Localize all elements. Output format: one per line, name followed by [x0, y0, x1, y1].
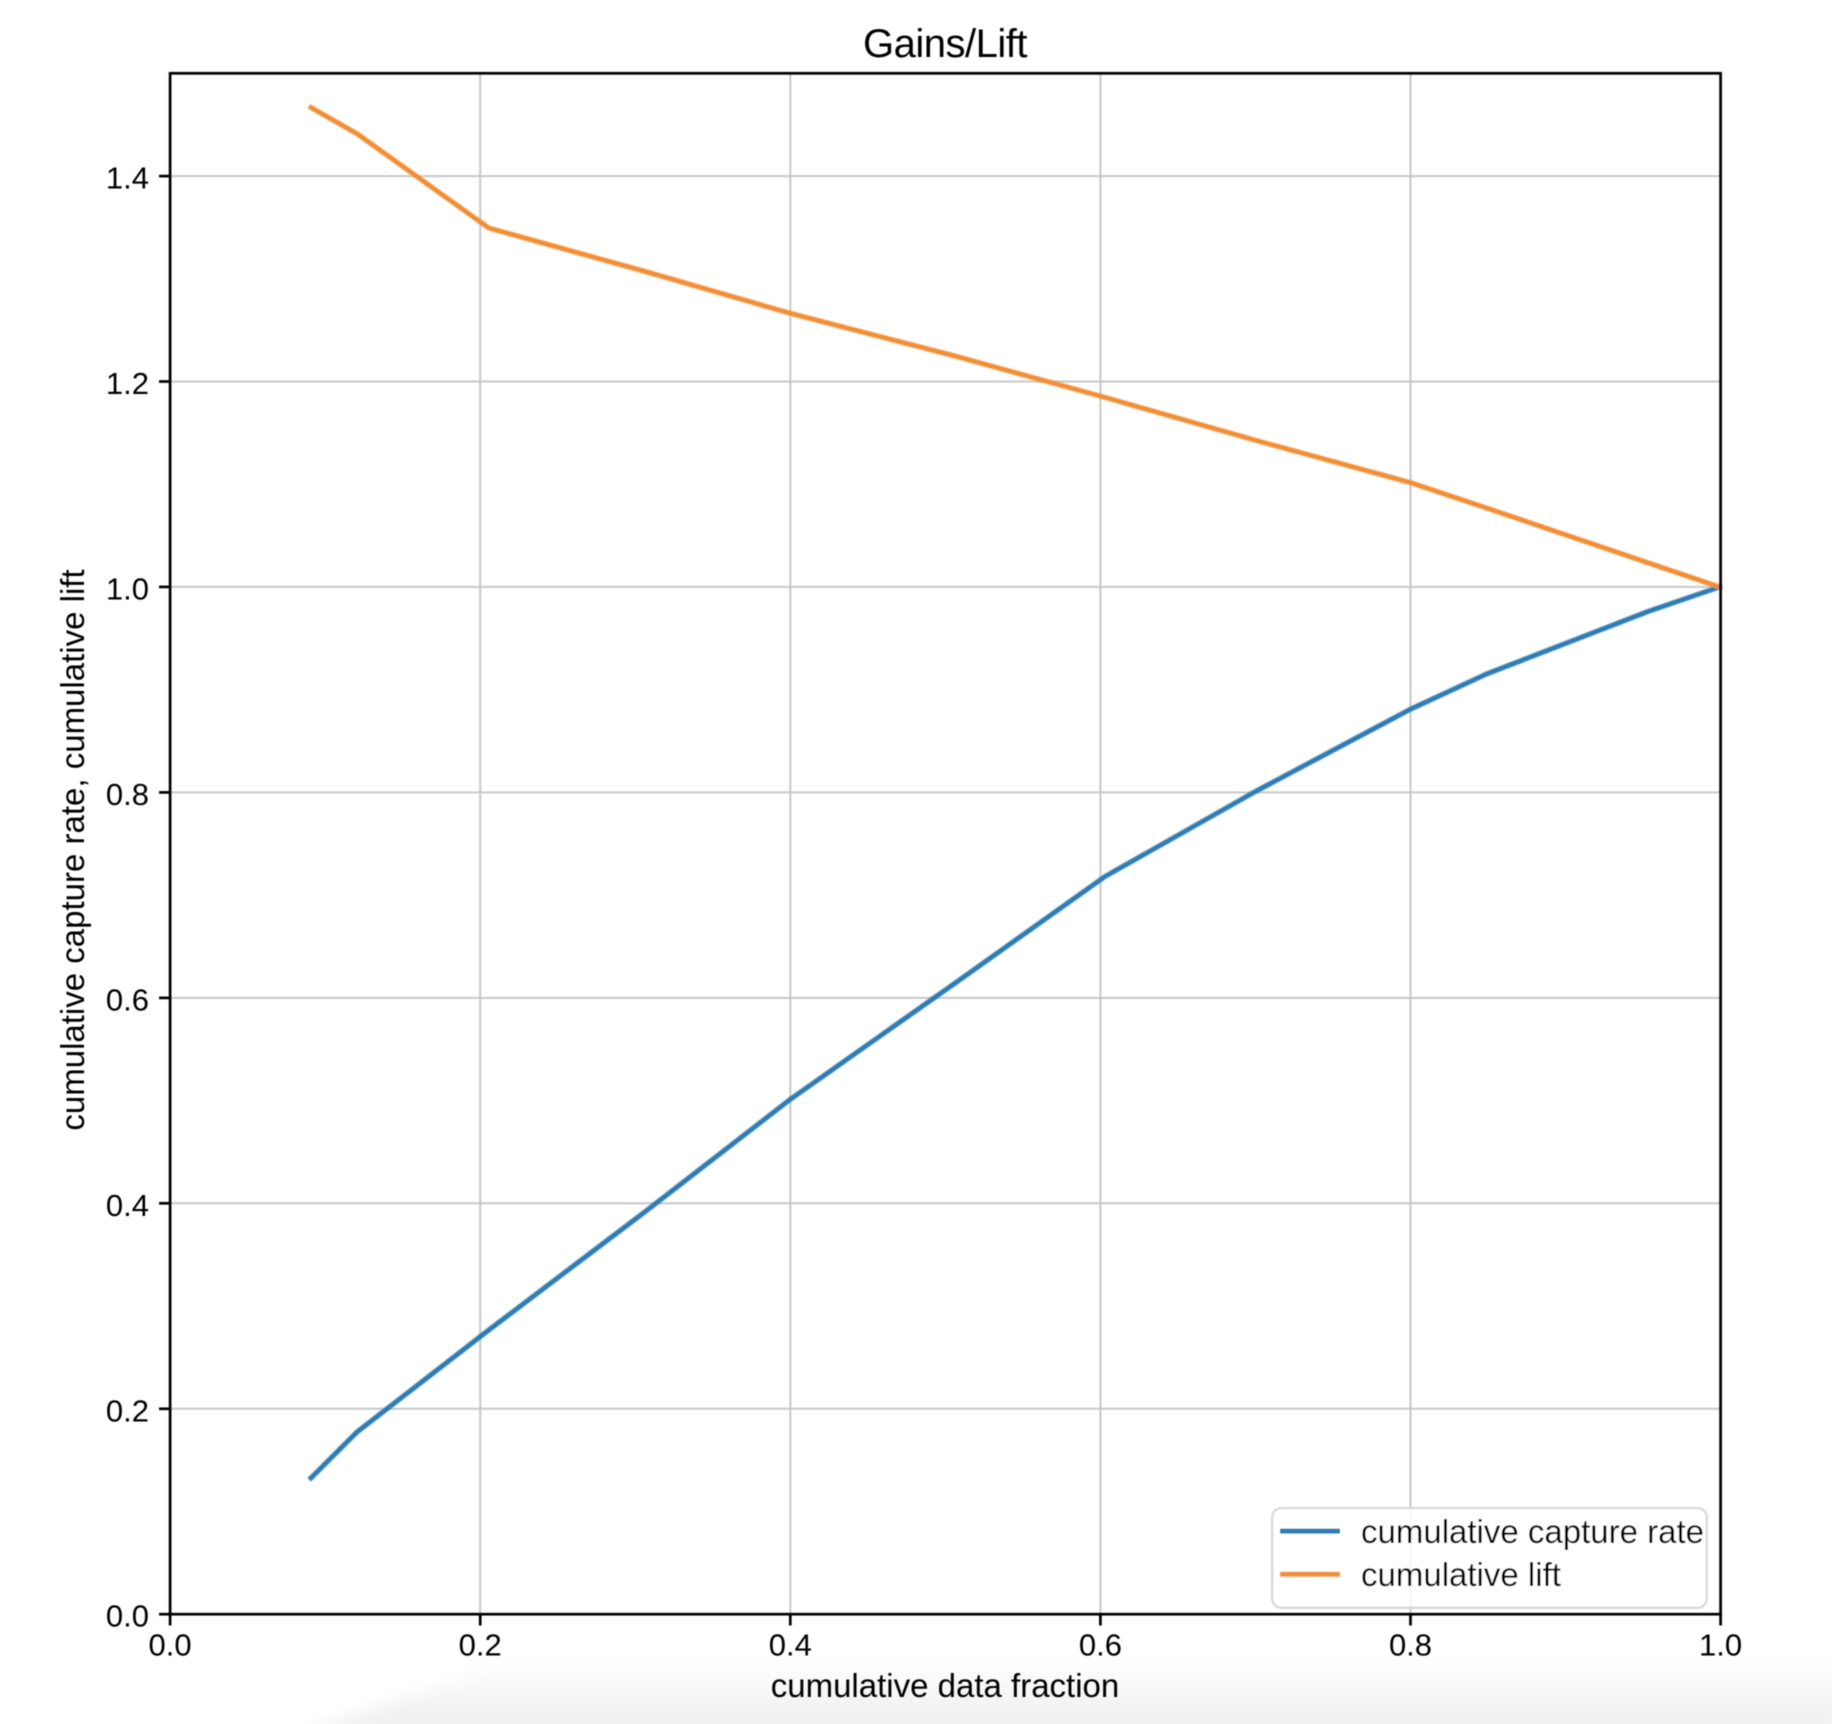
svg-text:1.4: 1.4 [106, 161, 149, 196]
svg-text:0.6: 0.6 [106, 982, 149, 1017]
svg-text:0.2: 0.2 [459, 1627, 502, 1662]
svg-text:0.4: 0.4 [769, 1627, 812, 1662]
svg-text:0.2: 0.2 [106, 1393, 149, 1428]
svg-text:cumulative capture rate: cumulative capture rate [1361, 1513, 1704, 1550]
svg-text:Gains/Lift: Gains/Lift [863, 22, 1027, 66]
svg-text:cumulative data fraction: cumulative data fraction [771, 1667, 1120, 1704]
svg-text:1.2: 1.2 [106, 366, 149, 401]
svg-text:cumulative lift: cumulative lift [1361, 1556, 1561, 1593]
svg-text:0.0: 0.0 [149, 1627, 192, 1662]
svg-text:0.8: 0.8 [106, 777, 149, 812]
svg-text:1.0: 1.0 [1699, 1627, 1742, 1662]
svg-text:0.6: 0.6 [1079, 1627, 1122, 1662]
svg-text:1.0: 1.0 [106, 571, 149, 606]
svg-text:0.4: 0.4 [106, 1188, 149, 1223]
svg-text:cumulative capture rate, cumul: cumulative capture rate, cumulative lift [54, 569, 91, 1130]
svg-text:0.8: 0.8 [1389, 1627, 1432, 1662]
svg-text:0.0: 0.0 [106, 1599, 149, 1634]
